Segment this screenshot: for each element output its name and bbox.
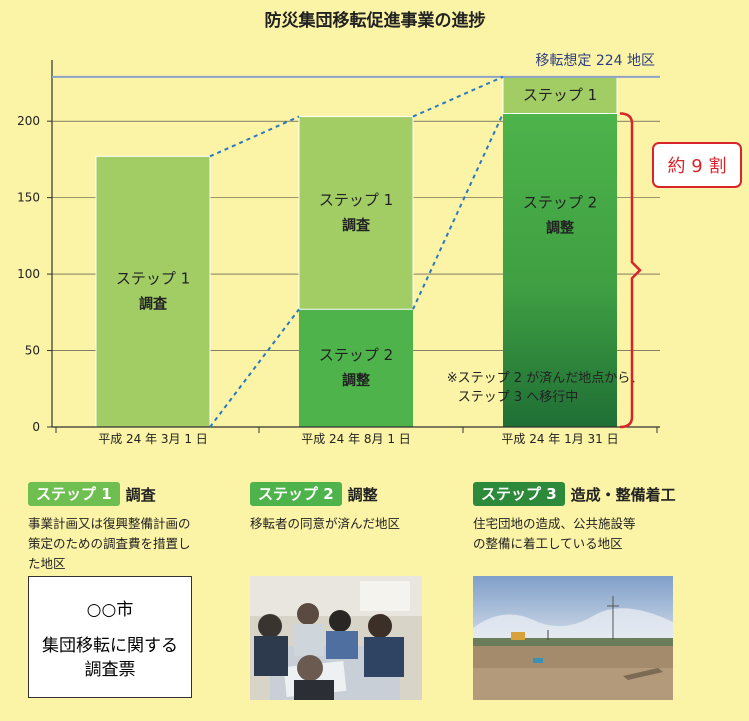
legend-badge-step1: ステップ 1 [28,482,120,506]
reference-line-label: 移転想定 224 地区 [535,53,655,69]
y-tick-label: 200 [17,114,40,128]
legend-desc-line: 移転者の同意が済んだ地区 [250,516,401,531]
bar-sublabel: 調整 [342,372,371,389]
legend-badge-step2: ステップ 2 [250,482,342,506]
legend-desc-step2: 移転者の同意が済んだ地区 [250,514,460,534]
bar-label: ステップ 1 [319,191,393,209]
legend-step3: ステップ 3 造成・整備着工 住宅団地の造成、公共施設等 の整備に着工している地区 [473,482,743,554]
bar-step1 [502,76,618,115]
x-tick-label: 平成 24 年 8月 1 日 [301,432,411,446]
form-title-line: 集団移転に関する [42,636,178,656]
y-tick-label: 150 [17,191,40,205]
legend-title-step3: 造成・整備着工 [570,486,676,504]
construction-site-photo [473,576,673,700]
bar-label: ステップ 2 [523,194,597,212]
trend-line-step2 [209,308,300,428]
legend-title-step1: 調査 [125,486,156,504]
bracket-label: 約 9 割 [668,156,727,177]
legend-step2: ステップ 2 調整 移転者の同意が済んだ地区 [250,482,460,534]
bar-label: ステップ 2 [319,346,393,364]
y-tick-label: 50 [25,344,40,358]
meeting-photo [250,576,422,700]
legend-desc-line: た地区 [28,556,66,571]
trend-line-step2 [412,113,504,310]
legend-step1: ステップ 1 調査 事業計画又は復興整備計画の 策定のための調査費を措置し た地区 [28,482,243,574]
trend-line-step1 [209,115,300,158]
x-tick-label: 平成 24 年 3月 1 日 [98,432,208,446]
bar-step2 [503,113,617,427]
bar-step1 [298,116,414,310]
y-tick-label: 0 [32,420,40,434]
bracket [619,112,642,429]
axes: 0 50 100 150 200 平成 24 年 3月 1 日 平成 24 年 8月 1 日… [17,60,660,446]
bar-sublabel: 調査 [139,296,168,313]
legend-desc-line: 事業計画又は復興整備計画の [28,516,191,531]
y-tick-label: 100 [17,267,40,281]
bar-label: ステップ 1 [116,270,190,288]
bracket-label-box [652,142,742,188]
form-title-line: 調査票 [84,660,136,680]
legend-badge-step3: ステップ 3 [473,482,565,506]
survey-form-card: ○○市 集団移転に関する 調査票 [28,576,192,698]
bar-step2 [299,309,413,427]
trend-line-step1 [412,75,504,118]
x-tick-label: 平成 24 年 1月 31 日 [501,432,618,446]
legend-desc-line: の整備に着工している地区 [473,536,623,551]
bar-label: ステップ 1 [523,86,597,104]
chart-title: 防災集団移転促進事業の進捗 [265,10,486,31]
legend-desc-line: 住宅団地の造成、公共施設等 [473,516,636,531]
legend-title-step2: 調整 [347,486,378,504]
bar-sublabel: 調査 [342,217,371,234]
bar-step1 [95,155,211,428]
note-line: ※ステップ 2 が済んだ地点から、 [447,370,643,386]
legend-desc-step3: 住宅団地の造成、公共施設等 の整備に着工している地区 [473,514,743,554]
legend-desc-step1: 事業計画又は復興整備計画の 策定のための調査費を措置し た地区 [28,514,243,574]
form-title: 集団移転に関する 調査票 [29,634,191,682]
note-line: ステップ 3 へ移行中 [458,390,579,405]
form-city: ○○市 [86,600,134,620]
legend-desc-line: 策定のための調査費を措置し [28,536,191,551]
bar-sublabel: 調整 [546,220,575,237]
annotations: 移転想定 224 地区 ※ステップ 2 が済んだ地点から、ステップ 3 へ移行中 約… [52,53,742,429]
